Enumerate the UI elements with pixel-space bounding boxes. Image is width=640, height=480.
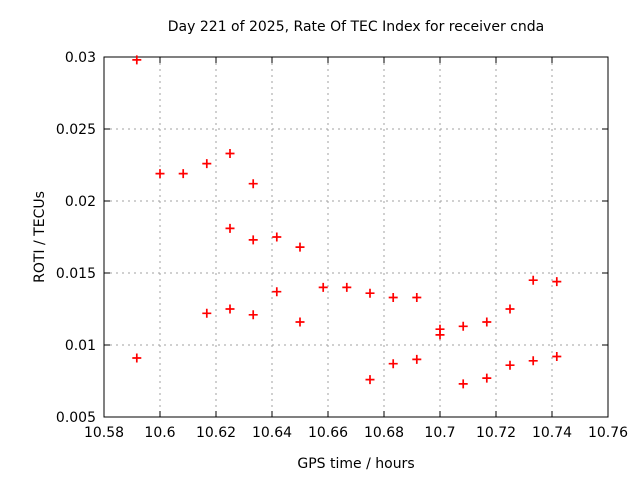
data-point-marker bbox=[342, 282, 352, 292]
data-point-marker bbox=[482, 317, 492, 327]
data-point-marker bbox=[552, 277, 562, 287]
data-point-marker bbox=[178, 169, 188, 179]
data-point-marker bbox=[225, 304, 235, 314]
data-point-marker bbox=[388, 293, 398, 302]
data-point-marker bbox=[505, 360, 515, 370]
data-point-marker bbox=[295, 242, 305, 252]
data-point-marker bbox=[202, 308, 212, 318]
x-tick-label: 10.72 bbox=[476, 425, 516, 441]
data-point-marker bbox=[388, 359, 398, 369]
y-tick-label: 0.025 bbox=[56, 122, 96, 138]
data-point-marker bbox=[132, 353, 142, 363]
x-tick-label: 10.64 bbox=[252, 425, 292, 441]
data-point-marker bbox=[365, 375, 375, 385]
data-point-marker bbox=[552, 352, 562, 361]
plot-generated-layer: 10.58 10.6 10.62 10.64 10.66 10.68 10.7 10.72 10… bbox=[56, 50, 628, 441]
plot-border bbox=[103, 56, 609, 418]
data-point-marker bbox=[225, 149, 235, 158]
x-tick-label: 10.66 bbox=[308, 425, 348, 441]
y-tick-label: 0.01 bbox=[65, 338, 96, 354]
data-point-marker bbox=[295, 317, 305, 327]
data-point-marker bbox=[248, 235, 258, 245]
x-tick-label: 10.62 bbox=[196, 425, 236, 441]
x-tick-label: 10.74 bbox=[532, 425, 572, 441]
data-point-marker bbox=[458, 379, 468, 389]
data-point-marker bbox=[132, 55, 142, 65]
x-axis-label: GPS time / hours bbox=[297, 456, 414, 472]
data-point-marker bbox=[458, 321, 468, 331]
chart-title: Day 221 of 2025, Rate Of TEC Index for r… bbox=[168, 19, 544, 35]
data-point-marker bbox=[248, 310, 258, 320]
y-axis-label: ROTI / TECUs bbox=[32, 191, 48, 283]
data-point-marker bbox=[412, 354, 422, 364]
y-tick-label: 0.005 bbox=[56, 410, 96, 426]
data-point-marker bbox=[482, 373, 492, 383]
data-point-marker bbox=[248, 179, 258, 189]
data-point-marker bbox=[272, 232, 282, 242]
data-point-marker bbox=[365, 288, 375, 298]
data-point-marker bbox=[528, 356, 538, 366]
data-point-marker bbox=[435, 330, 445, 340]
data-point-marker bbox=[272, 287, 282, 297]
data-point-marker bbox=[505, 304, 515, 314]
y-tick-label: 0.03 bbox=[65, 50, 96, 66]
data-point-marker bbox=[528, 275, 538, 285]
data-point-marker bbox=[318, 282, 328, 292]
y-tick-label: 0.02 bbox=[65, 194, 96, 210]
y-tick-label: 0.015 bbox=[56, 266, 96, 282]
x-tick-label: 10.58 bbox=[84, 425, 124, 441]
data-point-marker bbox=[202, 159, 212, 169]
x-tick-label: 10.76 bbox=[588, 425, 628, 441]
data-point-marker bbox=[412, 293, 422, 302]
x-tick-label: 10.68 bbox=[364, 425, 404, 441]
x-tick-label: 10.7 bbox=[424, 425, 455, 441]
data-point-marker bbox=[225, 223, 235, 233]
x-tick-label: 10.6 bbox=[144, 425, 175, 441]
data-point-marker bbox=[155, 169, 165, 179]
